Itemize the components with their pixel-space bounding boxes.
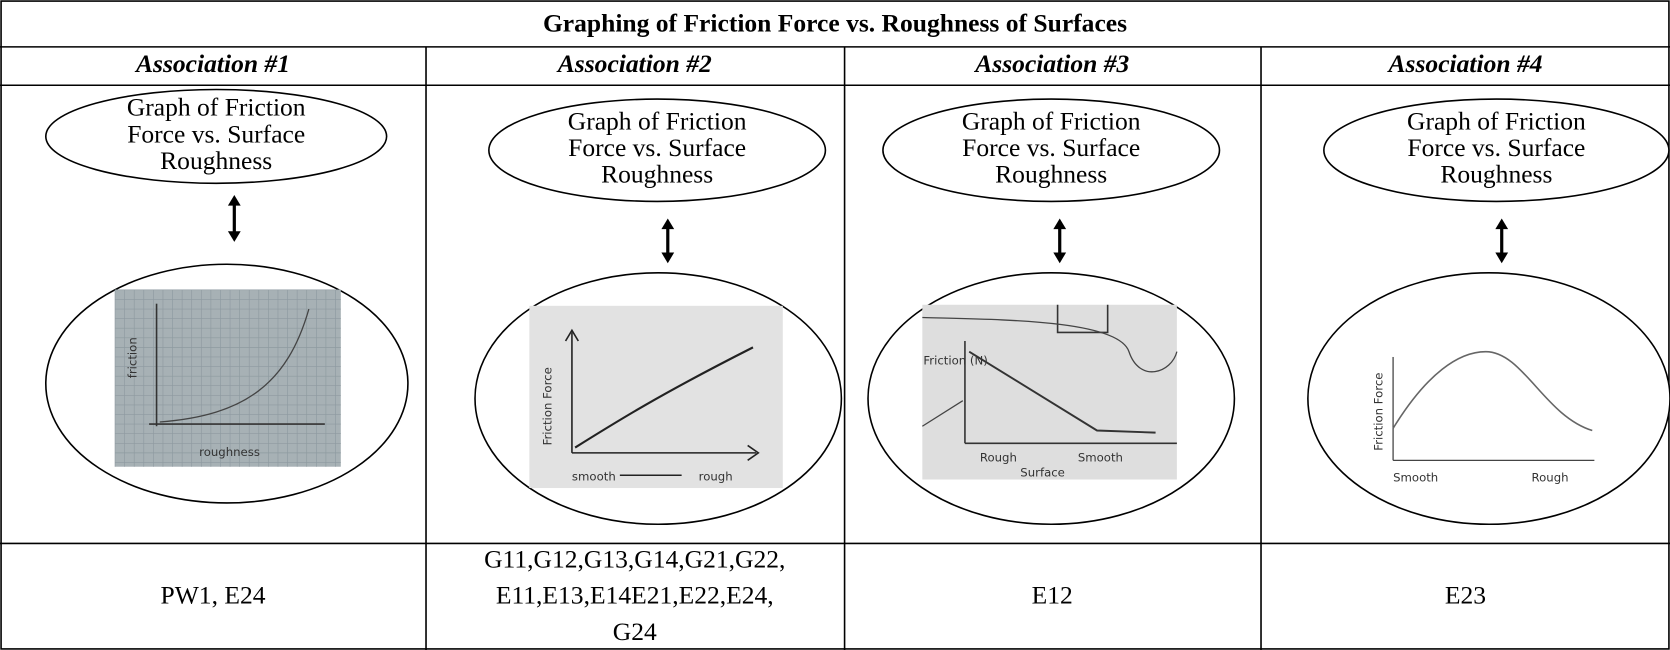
- student-codes: E23: [1445, 581, 1486, 610]
- graph-bubble: [1307, 272, 1670, 526]
- sketch-label: Friction Force: [1371, 373, 1385, 451]
- concept-text: Force vs. Surface: [127, 119, 305, 148]
- sketch-paper: [922, 304, 1177, 480]
- arrow-head: [1053, 252, 1067, 264]
- arrow-head: [227, 195, 241, 206]
- concept-text: Graph of Friction: [127, 93, 306, 122]
- student-codes: E12: [1032, 581, 1073, 610]
- sketch-label: roughness: [199, 445, 260, 459]
- concept-bubble: [882, 98, 1221, 203]
- arrow-head: [1495, 252, 1509, 264]
- concept-bubble: [44, 88, 388, 185]
- sketch-paper: [115, 289, 341, 467]
- arrow-head: [227, 231, 241, 242]
- sketch-curve: [968, 350, 1156, 434]
- concept-text: Graph of Friction: [568, 106, 747, 135]
- arrow-head: [1053, 218, 1067, 230]
- concept-text: Roughness: [995, 160, 1107, 189]
- column-header: Association #1: [134, 49, 290, 78]
- sketch-label: Smooth: [1078, 450, 1123, 464]
- sketch-label: friction: [125, 337, 139, 378]
- sketch-curve: [922, 316, 1178, 373]
- sketch: friction roughness: [114, 289, 341, 467]
- sketch-curve: [921, 400, 964, 427]
- sketch-label: rough: [699, 470, 733, 484]
- sketch-curve: [574, 346, 754, 449]
- sketch-label: Friction (N): [923, 353, 987, 367]
- sketch-curve: [159, 308, 310, 423]
- concept-text: Graph of Friction: [962, 106, 1141, 135]
- student-codes: G24: [613, 617, 657, 646]
- sketch-curve: [1056, 304, 1109, 334]
- sketch-curve: [1392, 350, 1593, 432]
- student-codes: G11,G12,G13,G14,G21,G22,: [484, 544, 785, 573]
- concept-text: Roughness: [601, 160, 713, 189]
- column-header: Association #3: [973, 49, 1129, 78]
- sketch-curve: [747, 444, 760, 461]
- concept-text: Graph of Friction: [1407, 106, 1586, 135]
- sketch-label: Rough: [980, 450, 1017, 464]
- arrow-head: [661, 218, 675, 230]
- sketch-label: Smooth: [1393, 471, 1438, 485]
- column-header: Association #2: [556, 49, 712, 78]
- table-title: Graphing of Friction Force vs. Roughness…: [543, 8, 1127, 37]
- arrow-head: [661, 252, 675, 264]
- concept-text: Force vs. Surface: [1407, 133, 1585, 162]
- sketch-label: Surface: [1020, 465, 1065, 479]
- sketch-label: Rough: [1532, 471, 1569, 485]
- concept-text: Roughness: [1440, 160, 1552, 189]
- student-codes: E11,E13,E14E21,E22,E24,: [496, 581, 774, 610]
- column-header: Association #4: [1387, 49, 1543, 78]
- student-codes: PW1, E24: [161, 581, 266, 610]
- sketch-paper: [529, 305, 783, 489]
- sketch: Friction Force smooth rough: [529, 305, 783, 489]
- sketch: Friction Force Smooth Rough: [1371, 350, 1595, 485]
- sketch: Friction (N) Rough Smooth Surface: [921, 304, 1178, 480]
- concept-text: Force vs. Surface: [962, 133, 1140, 162]
- sketch-label: smooth: [572, 470, 616, 484]
- sketch-curve: [564, 328, 580, 342]
- concept-text: Roughness: [160, 146, 272, 175]
- sketch-label: Friction Force: [541, 367, 555, 445]
- concept-bubble: [488, 98, 827, 203]
- concept-bubble: [1323, 98, 1670, 203]
- arrow-head: [1495, 218, 1509, 230]
- concept-text: Force vs. Surface: [568, 133, 746, 162]
